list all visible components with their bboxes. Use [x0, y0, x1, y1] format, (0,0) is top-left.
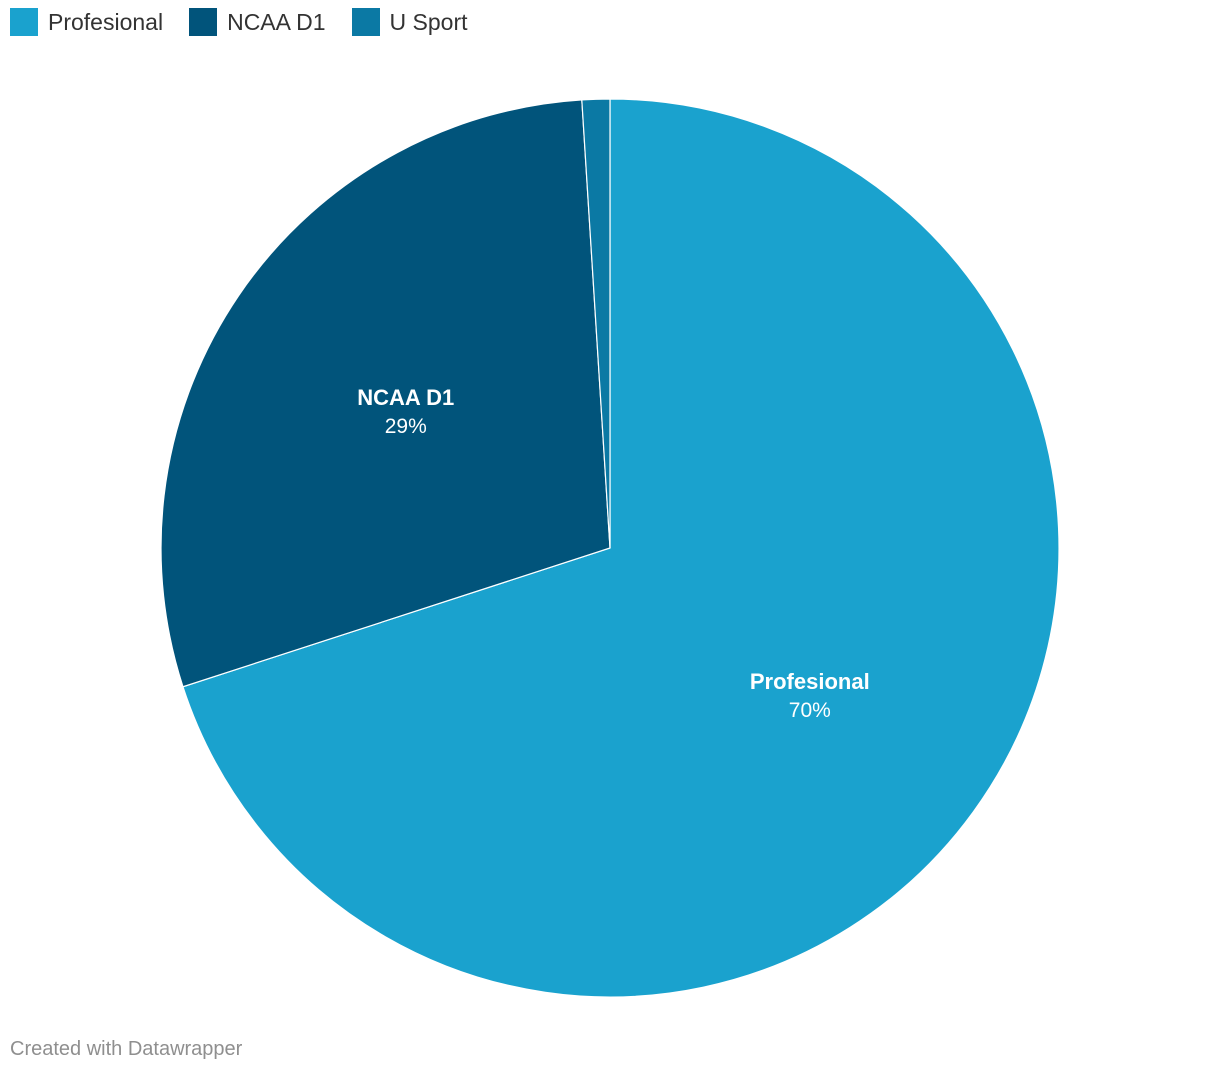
legend-label-profesional: Profesional — [48, 9, 164, 35]
legend-label-u-sport: U Sport — [389, 9, 468, 35]
legend-item-u-sport: U Sport — [351, 8, 468, 36]
pie-slice-profesional — [182, 98, 1060, 998]
legend-item-ncaa-d1: NCAA D1 — [189, 8, 326, 36]
legend-swatch-profesional — [10, 8, 38, 36]
legend-swatch-u-sport — [351, 8, 380, 36]
pie-slice-u-sport — [581, 98, 611, 549]
slice-value-ncaa-d1: 29% — [385, 415, 427, 438]
legend: Profesional NCAA D1 U Sport — [10, 8, 494, 36]
legend-label-ncaa-d1: NCAA D1 — [227, 9, 326, 35]
legend-item-profesional: Profesional — [10, 8, 163, 36]
slice-label-ncaa-d1: NCAA D1 — [357, 385, 454, 410]
slice-label-profesional: Profesional — [750, 669, 870, 694]
pie-slice-ncaa-d1 — [160, 99, 611, 688]
legend-swatch-ncaa-d1 — [189, 8, 218, 36]
slice-value-profesional: 70% — [789, 699, 831, 722]
footer-credit: Created with Datawrapper — [10, 1038, 243, 1060]
